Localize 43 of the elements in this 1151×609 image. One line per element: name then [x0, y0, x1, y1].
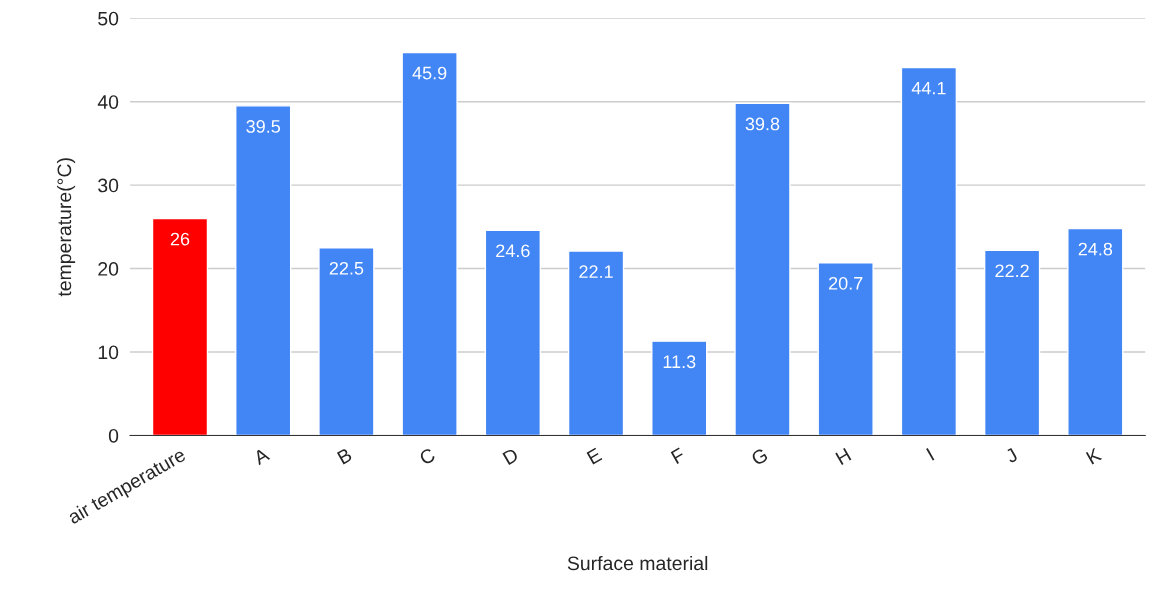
data-label: 22.1	[579, 265, 613, 278]
bar	[484, 229, 541, 436]
data-label: 24.6	[496, 244, 530, 258]
bar	[651, 340, 708, 436]
y-tick-label: 20	[98, 262, 119, 276]
y-tick-label: 30	[98, 178, 119, 193]
bar	[235, 105, 292, 436]
x-tick-label: C	[418, 447, 437, 466]
x-tick-label: B	[336, 447, 353, 465]
bar	[567, 250, 625, 436]
bar	[151, 217, 209, 436]
y-tick-label: 50	[98, 11, 119, 26]
bar	[401, 51, 458, 436]
data-label: 11.3	[663, 355, 696, 369]
data-label: 45.9	[412, 66, 447, 80]
x-tick-label: F	[670, 447, 686, 464]
data-label: 22.5	[329, 261, 364, 275]
data-label: 22.2	[995, 264, 1029, 278]
x-tick-label: H	[835, 447, 852, 465]
data-label: 26	[170, 232, 190, 246]
bar	[900, 66, 958, 436]
data-label: 39.5	[246, 120, 281, 133]
x-tick-label: I	[926, 448, 935, 461]
x-tick-label: A	[252, 447, 271, 466]
y-tick-label: 10	[98, 345, 119, 360]
data-label: 24.8	[1078, 242, 1113, 256]
x-tick-label: D	[502, 447, 520, 465]
x-tick-label: E	[586, 447, 603, 465]
bar	[817, 262, 874, 436]
x-axis-title: Surface material	[567, 555, 708, 571]
data-label: 39.8	[745, 117, 780, 131]
data-label: 44.1	[911, 81, 946, 95]
y-axis-title: temperature(°C)	[56, 158, 76, 297]
data-label: 20.7	[829, 276, 863, 290]
bar	[734, 102, 791, 436]
y-tick-label: 40	[97, 95, 119, 109]
x-tick-label: J	[1004, 447, 1018, 464]
bar	[318, 247, 375, 436]
x-tick-label: K	[1085, 447, 1103, 465]
x-tick-label: G	[750, 447, 769, 466]
bar	[1067, 227, 1124, 436]
y-tick-label: 0	[108, 428, 119, 443]
bar	[983, 249, 1041, 436]
